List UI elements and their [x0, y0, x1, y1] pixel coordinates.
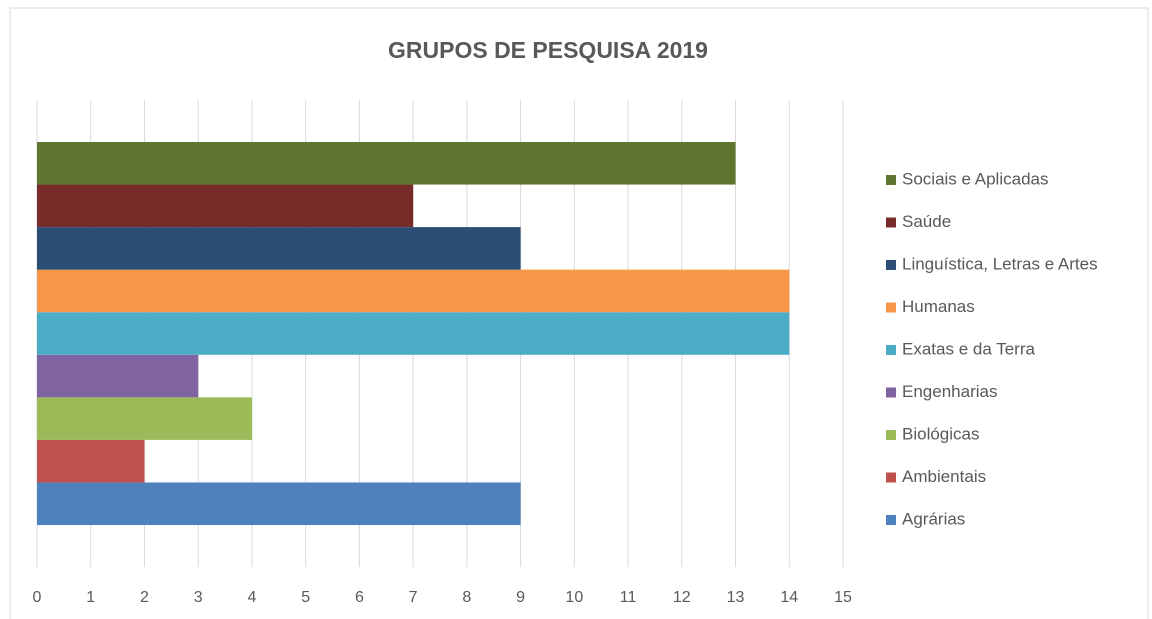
bar — [37, 439, 145, 483]
x-tick-label: 8 — [462, 589, 471, 606]
x-tick-label: 6 — [355, 589, 364, 606]
legend-swatch — [886, 175, 896, 185]
legend-swatch — [886, 387, 896, 398]
legend-label: Linguística, Letras e Artes — [902, 254, 1098, 273]
legend-label: Exatas e da Terra — [902, 339, 1035, 358]
legend-label: Agrárias — [902, 509, 965, 528]
x-tick-label: 0 — [33, 589, 42, 606]
x-tick-label: 14 — [780, 589, 798, 606]
bar — [37, 482, 521, 525]
x-tick-label: 5 — [301, 589, 310, 606]
legend-swatch — [886, 260, 896, 270]
legend-label: Engenharias — [902, 382, 997, 401]
x-tick-label: 2 — [140, 589, 149, 606]
chart-title: GRUPOS DE PESQUISA 2019 — [388, 37, 708, 63]
x-tick-label: 9 — [516, 589, 525, 606]
legend-swatch — [886, 515, 896, 525]
bar — [37, 227, 521, 270]
legend-swatch — [886, 217, 896, 228]
x-tick-label: 4 — [247, 589, 256, 606]
legend-swatch — [886, 430, 896, 440]
legend-label: Saúde — [902, 212, 951, 231]
bar — [37, 312, 790, 355]
x-tick-label: 12 — [673, 589, 691, 606]
bar — [37, 184, 414, 228]
x-tick-label: 3 — [194, 589, 203, 606]
legend-label: Sociais e Aplicadas — [902, 169, 1048, 188]
bar — [37, 142, 736, 185]
x-tick-label: 7 — [409, 589, 418, 606]
x-tick-label: 15 — [834, 589, 852, 606]
legend-label: Humanas — [902, 297, 975, 316]
legend-swatch — [886, 302, 896, 313]
legend-swatch — [886, 472, 896, 483]
bar — [37, 354, 199, 398]
x-tick-label: 13 — [727, 589, 745, 606]
x-tick-label: 1 — [86, 589, 95, 606]
legend-label: Ambientais — [902, 467, 986, 486]
legend-swatch — [886, 345, 896, 355]
bar — [37, 397, 252, 440]
bar — [37, 269, 790, 313]
x-tick-label: 11 — [620, 589, 637, 606]
legend-label: Biológicas — [902, 424, 980, 443]
x-tick-label: 10 — [565, 589, 583, 606]
